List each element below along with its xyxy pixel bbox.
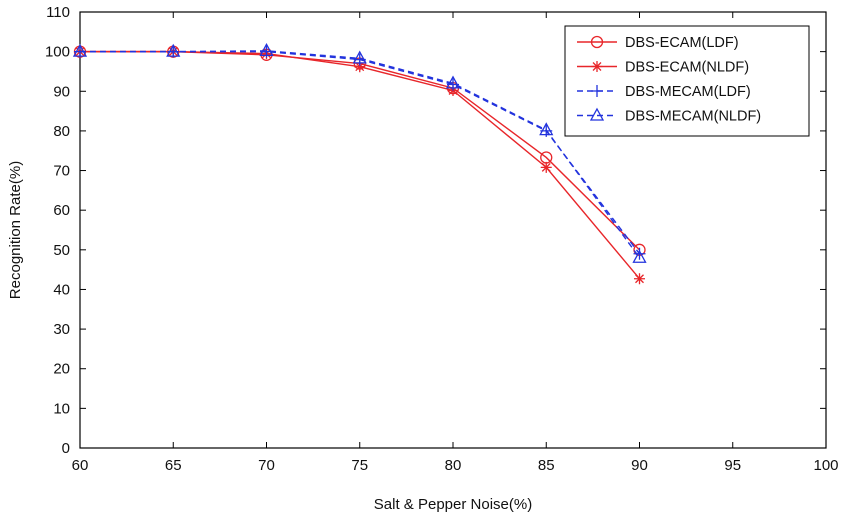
series-group <box>72 42 647 285</box>
y-tick-label: 30 <box>53 321 70 338</box>
series-line <box>80 50 641 259</box>
legend-item: DBS-ECAM(LDF) <box>577 35 739 51</box>
y-tick-label: 50 <box>53 242 70 259</box>
legend-item: DBS-ECAM(NLDF) <box>577 60 749 76</box>
x-tick-label: 100 <box>813 457 838 474</box>
x-axis-ticks: 60 65 70 75 80 85 90 95 100 <box>72 12 839 474</box>
series-line <box>80 50 640 251</box>
series-4 <box>72 42 647 263</box>
y-tick-label: 40 <box>53 281 70 298</box>
data-point <box>539 122 554 136</box>
series-2 <box>74 46 645 285</box>
data-point <box>352 50 367 64</box>
legend-box <box>564 25 810 137</box>
data-point <box>354 61 366 73</box>
y-tick-label: 60 <box>53 202 70 219</box>
y-tick-label: 100 <box>45 44 70 61</box>
data-point <box>166 43 181 57</box>
y-tick-label: 70 <box>53 163 70 180</box>
x-tick-label: 75 <box>351 457 368 474</box>
data-point <box>72 43 88 57</box>
series-line <box>80 50 641 255</box>
series-3 <box>74 45 646 260</box>
y-tick-label: 10 <box>53 400 70 417</box>
x-tick-label: 60 <box>72 457 89 474</box>
legend-marker <box>589 107 605 121</box>
series-1 <box>73 45 646 256</box>
data-point <box>634 273 645 285</box>
legend-marker <box>591 61 603 72</box>
x-axis-label: Salt & Pepper Noise(%) <box>374 496 532 513</box>
legend: DBS-ECAM(LDF) DBS-ECAM(NLDF) DBS-MECAM(LDF… <box>564 25 810 137</box>
x-tick-label: 90 <box>631 457 648 474</box>
y-axis-ticks: 0 10 20 30 40 50 60 70 80 90 100 110 <box>45 4 826 457</box>
y-tick-label: 80 <box>53 123 70 140</box>
legend-label: DBS-ECAM(NLDF) <box>625 60 749 76</box>
legend-label: DBS-MECAM(NLDF) <box>625 109 761 125</box>
legend-label: DBS-MECAM(LDF) <box>625 84 751 100</box>
y-tick-label: 90 <box>53 83 70 100</box>
y-tick-label: 110 <box>46 4 70 21</box>
y-tick-label: 0 <box>62 440 70 457</box>
legend-label: DBS-ECAM(LDF) <box>625 35 739 51</box>
legend-marker <box>591 85 603 97</box>
data-point <box>632 249 647 263</box>
x-tick-label: 70 <box>258 457 275 474</box>
x-tick-label: 85 <box>538 457 555 474</box>
data-point <box>445 75 461 89</box>
data-point <box>540 161 552 173</box>
legend-item: DBS-MECAM(LDF) <box>577 84 751 100</box>
legend-marker <box>590 35 604 49</box>
data-point <box>633 247 646 260</box>
series-line <box>80 50 641 280</box>
legend-item: DBS-MECAM(NLDF) <box>577 107 761 125</box>
data-point <box>259 42 274 56</box>
y-tick-label: 20 <box>53 361 70 378</box>
y-axis-label: Recognition Rate(%) <box>7 161 24 299</box>
x-tick-label: 80 <box>445 457 462 474</box>
x-tick-label: 65 <box>165 457 182 474</box>
x-tick-label: 95 <box>724 457 741 474</box>
